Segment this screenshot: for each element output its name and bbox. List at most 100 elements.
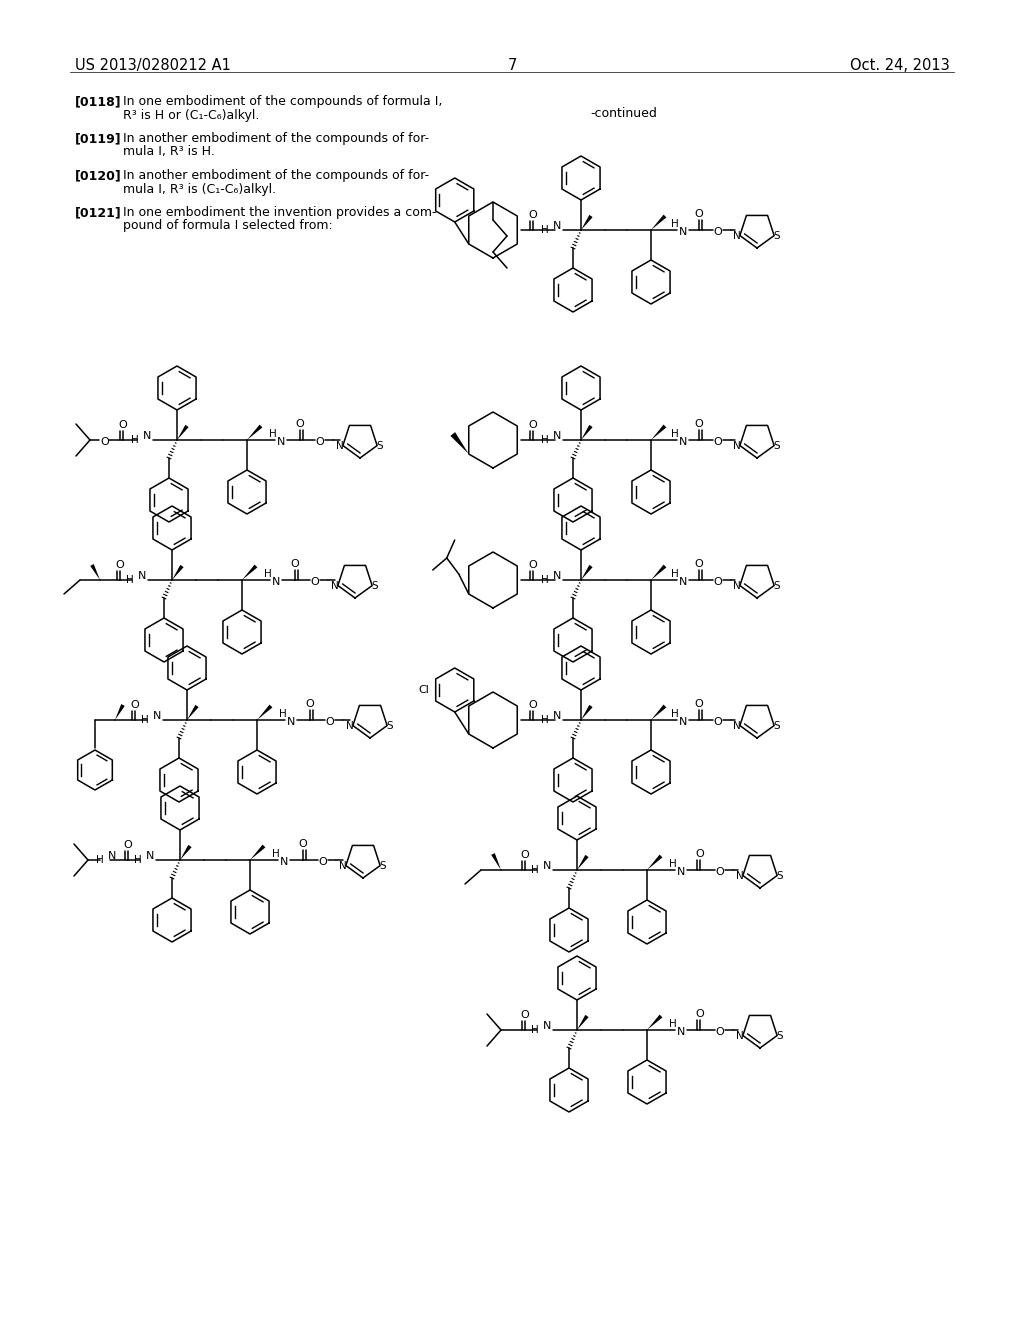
Text: O: O xyxy=(131,700,139,710)
Text: H: H xyxy=(542,224,549,235)
Text: O: O xyxy=(318,857,328,867)
Text: O: O xyxy=(694,558,703,569)
Text: O: O xyxy=(315,437,325,447)
Text: N: N xyxy=(142,432,152,441)
Text: N: N xyxy=(108,851,116,861)
Text: S: S xyxy=(776,1031,783,1041)
Text: H: H xyxy=(126,576,134,585)
Text: N: N xyxy=(543,861,551,871)
Text: H: H xyxy=(134,855,142,865)
Polygon shape xyxy=(247,425,262,440)
Text: O: O xyxy=(520,1010,529,1020)
Text: N: N xyxy=(677,867,685,876)
Text: N: N xyxy=(287,717,295,727)
Text: R³ is H or (C₁-C₆)alkyl.: R³ is H or (C₁-C₆)alkyl. xyxy=(123,108,259,121)
Text: O: O xyxy=(100,437,110,447)
Text: N: N xyxy=(679,717,687,727)
Text: N: N xyxy=(733,581,741,591)
Text: Oct. 24, 2013: Oct. 24, 2013 xyxy=(850,58,950,73)
Text: H: H xyxy=(542,715,549,725)
Text: [0121]: [0121] xyxy=(75,206,122,219)
Polygon shape xyxy=(242,565,257,579)
Text: N: N xyxy=(679,437,687,447)
Polygon shape xyxy=(177,425,188,440)
Text: H: H xyxy=(531,865,539,875)
Text: H: H xyxy=(269,429,276,440)
Polygon shape xyxy=(115,704,125,719)
Polygon shape xyxy=(187,705,199,719)
Text: In another embodiment of the compounds of for-: In another embodiment of the compounds o… xyxy=(123,169,429,182)
Polygon shape xyxy=(647,854,663,870)
Text: S: S xyxy=(379,862,386,871)
Text: S: S xyxy=(773,581,780,591)
Text: In one embodiment the invention provides a com-: In one embodiment the invention provides… xyxy=(123,206,436,219)
Polygon shape xyxy=(647,1015,663,1030)
Text: N: N xyxy=(679,227,687,238)
Text: H: H xyxy=(671,219,679,228)
Polygon shape xyxy=(250,845,265,861)
Text: O: O xyxy=(528,700,538,710)
Text: O: O xyxy=(714,577,722,587)
Text: N: N xyxy=(276,437,286,447)
Text: N: N xyxy=(733,231,741,242)
Polygon shape xyxy=(581,215,593,230)
Text: N: N xyxy=(543,1020,551,1031)
Polygon shape xyxy=(581,425,593,440)
Text: H: H xyxy=(131,436,139,445)
Text: N: N xyxy=(145,851,155,861)
Text: N: N xyxy=(346,722,354,731)
Text: O: O xyxy=(716,1027,724,1038)
Text: H: H xyxy=(96,855,104,865)
Text: US 2013/0280212 A1: US 2013/0280212 A1 xyxy=(75,58,230,73)
Polygon shape xyxy=(257,705,272,719)
Polygon shape xyxy=(577,855,589,870)
Text: S: S xyxy=(372,581,378,591)
Text: N: N xyxy=(153,711,161,721)
Text: mula I, R³ is H.: mula I, R³ is H. xyxy=(123,145,215,158)
Text: O: O xyxy=(305,700,314,709)
Text: N: N xyxy=(553,220,561,231)
Polygon shape xyxy=(577,1015,589,1030)
Text: N: N xyxy=(280,857,288,867)
Text: pound of formula I selected from:: pound of formula I selected from: xyxy=(123,219,333,232)
Polygon shape xyxy=(651,215,667,230)
Text: O: O xyxy=(528,210,538,220)
Text: N: N xyxy=(736,871,744,882)
Polygon shape xyxy=(172,565,183,579)
Text: -continued: -continued xyxy=(590,107,656,120)
Text: N: N xyxy=(677,1027,685,1038)
Text: H: H xyxy=(141,715,150,725)
Text: O: O xyxy=(695,1008,705,1019)
Text: S: S xyxy=(776,871,783,882)
Text: H: H xyxy=(671,569,679,579)
Text: O: O xyxy=(716,867,724,876)
Polygon shape xyxy=(651,425,667,440)
Text: H: H xyxy=(264,569,272,579)
Text: O: O xyxy=(124,840,132,850)
Text: N: N xyxy=(733,722,741,731)
Text: N: N xyxy=(553,572,561,581)
Text: H: H xyxy=(272,849,280,859)
Polygon shape xyxy=(90,564,100,579)
Polygon shape xyxy=(581,565,593,579)
Polygon shape xyxy=(651,705,667,719)
Text: O: O xyxy=(291,558,299,569)
Text: O: O xyxy=(528,420,538,430)
Text: O: O xyxy=(714,227,722,238)
Text: mula I, R³ is (C₁-C₆)alkyl.: mula I, R³ is (C₁-C₆)alkyl. xyxy=(123,182,276,195)
Polygon shape xyxy=(180,845,191,861)
Text: H: H xyxy=(671,429,679,440)
Text: N: N xyxy=(553,432,561,441)
Text: H: H xyxy=(669,1019,677,1030)
Text: Cl: Cl xyxy=(418,685,429,696)
Text: O: O xyxy=(694,700,703,709)
Text: O: O xyxy=(296,418,304,429)
Text: H: H xyxy=(542,576,549,585)
Text: N: N xyxy=(332,581,339,591)
Text: H: H xyxy=(542,436,549,445)
Text: H: H xyxy=(531,1026,539,1035)
Text: H: H xyxy=(280,709,287,719)
Text: O: O xyxy=(695,849,705,859)
Text: S: S xyxy=(386,722,393,731)
Text: O: O xyxy=(119,420,127,430)
